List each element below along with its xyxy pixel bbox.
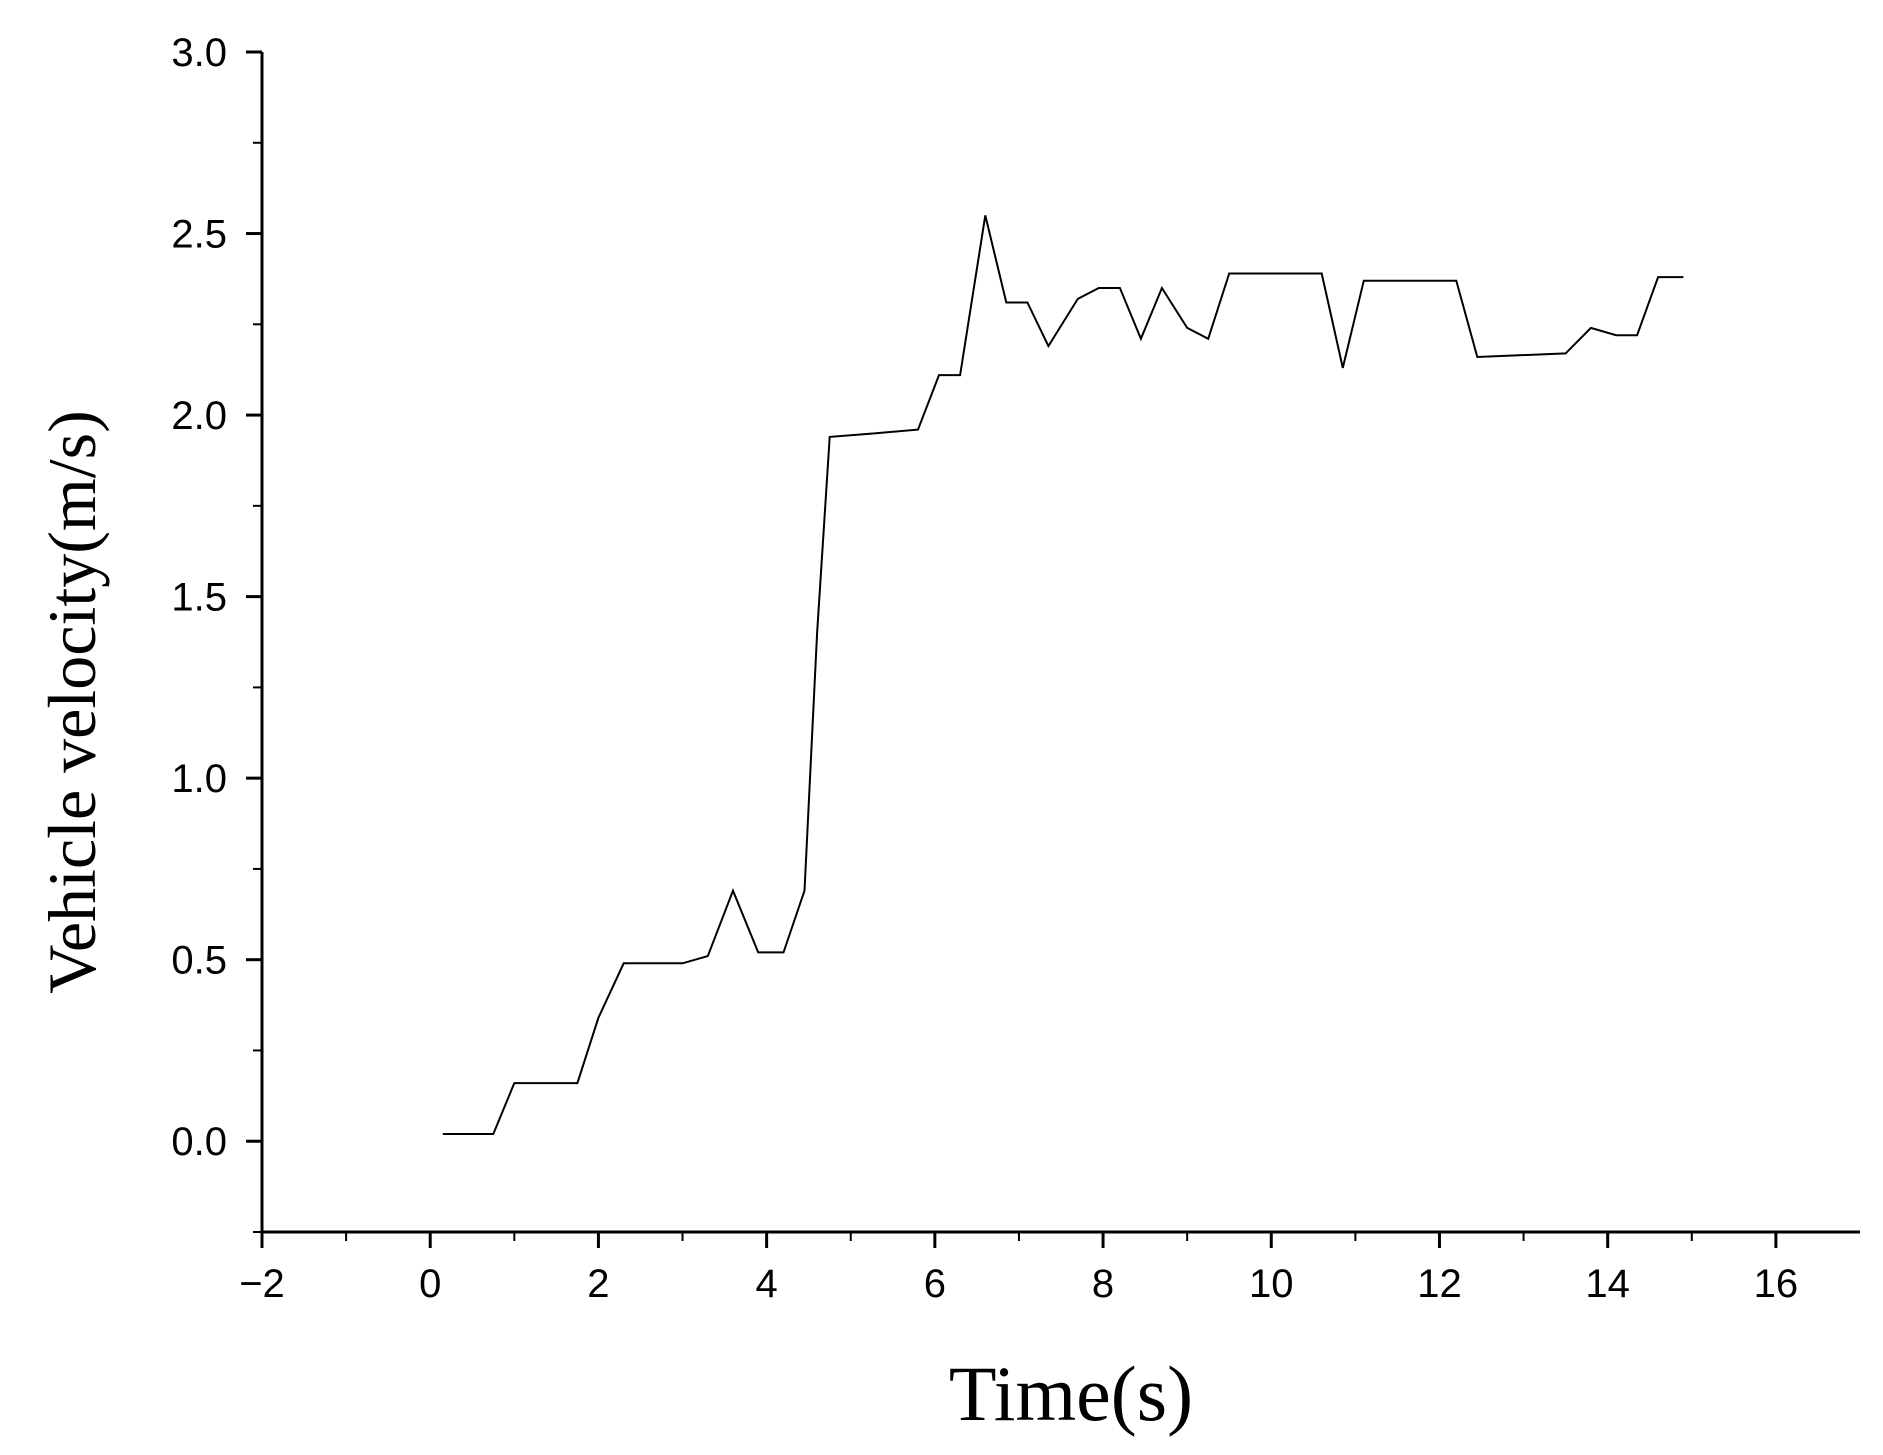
y-tick-label: 0.0 <box>171 1120 227 1164</box>
x-tick-label: 16 <box>1754 1262 1799 1306</box>
y-tick-label: 2.5 <box>171 213 227 257</box>
y-axis-ticks: 0.0 0.5 1.0 1.5 2.0 2.5 3.0 <box>171 31 262 1233</box>
y-axis-label: Vehicle velocity(m/s) <box>34 410 110 993</box>
x-tick-label: 12 <box>1417 1262 1462 1306</box>
x-tick-label: 14 <box>1585 1262 1630 1306</box>
x-tick-label: 2 <box>587 1262 609 1306</box>
y-tick-label: 0.5 <box>171 939 227 983</box>
x-tick-label: −2 <box>239 1262 285 1306</box>
x-axis-label: Time(s) <box>949 1350 1193 1437</box>
y-tick-label: 2.0 <box>171 394 227 438</box>
y-tick-label: 1.0 <box>171 757 227 801</box>
x-axis-ticks: −2 0 2 4 6 8 10 12 14 16 <box>239 1232 1798 1306</box>
series-line <box>442 215 1684 1135</box>
y-tick-label: 3.0 <box>171 31 227 75</box>
x-tick-label: 6 <box>924 1262 946 1306</box>
x-tick-label: 8 <box>1092 1262 1114 1306</box>
x-tick-label: 10 <box>1249 1262 1294 1306</box>
x-tick-label: 0 <box>419 1262 441 1306</box>
plot-area <box>442 215 1684 1135</box>
axes <box>260 52 1860 1234</box>
x-tick-label: 4 <box>756 1262 778 1306</box>
y-tick-label: 1.5 <box>171 576 227 620</box>
